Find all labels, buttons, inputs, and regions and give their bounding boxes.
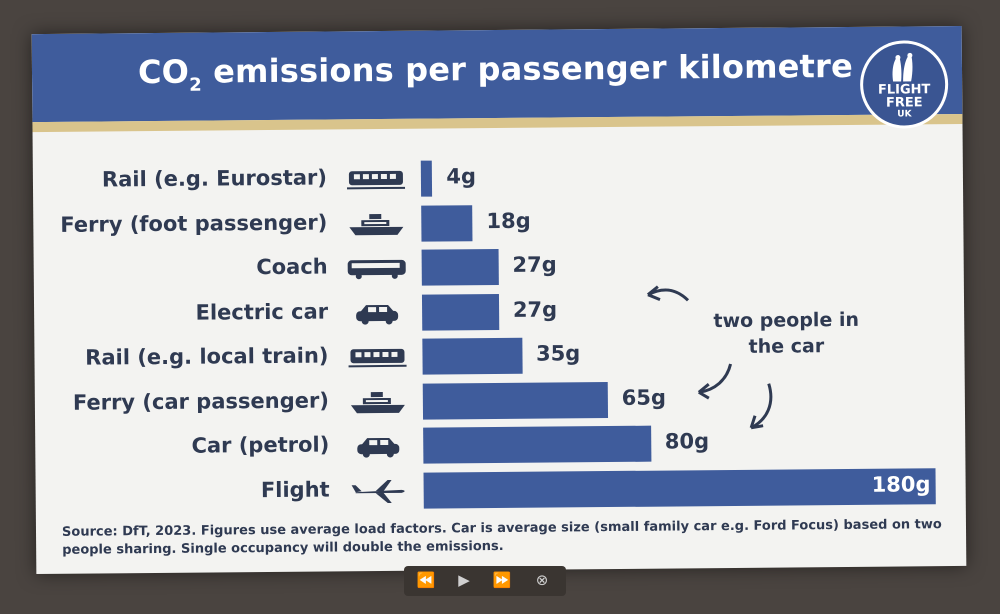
bar-value-label: 4g	[446, 164, 477, 189]
bar	[423, 467, 936, 509]
category-label: Car (petrol)	[191, 432, 330, 458]
slide-header: CO2 emissions per passenger kilometre	[31, 25, 963, 123]
category-label: Flight	[260, 476, 330, 502]
bar	[421, 293, 500, 331]
birds-icon	[892, 52, 913, 82]
ship-icon	[350, 391, 405, 413]
source-footnote: Source: DfT, 2023. Figures use average l…	[61, 517, 942, 558]
title-subscript: 2	[189, 74, 203, 96]
category-label: Rail (e.g. Eurostar)	[101, 165, 328, 192]
annotation-two-people: two people in the car	[713, 308, 860, 358]
plane-icon	[351, 479, 405, 503]
previous-slide-icon[interactable]: ⏪	[416, 571, 436, 589]
title-co: CO	[137, 52, 190, 92]
car-icon	[356, 304, 399, 325]
bar	[422, 337, 523, 375]
bar	[422, 381, 608, 420]
arrow-to-electric-car	[647, 288, 690, 302]
bar-value-label: 27g	[512, 296, 558, 322]
close-icon[interactable]: ⊗	[535, 571, 549, 589]
play-icon[interactable]: ▶	[458, 571, 470, 589]
bar	[421, 204, 473, 242]
bar	[420, 160, 433, 197]
car-icon	[357, 437, 400, 458]
presentation-controls: ⏪ ▶ ⏩ ⊗	[404, 566, 566, 596]
slide-title: CO2 emissions per passenger kilometre	[137, 46, 854, 96]
title-rest: emissions per passenger kilometre	[201, 46, 854, 91]
next-slide-icon[interactable]: ⏩	[492, 571, 512, 589]
slide: CO2 emissions per passenger kilometre FL…	[31, 25, 967, 575]
arrow-to-car	[750, 383, 773, 430]
logo-text-free: FREE	[885, 95, 923, 111]
category-label: Coach	[256, 254, 328, 280]
logo-text-uk: UK	[897, 109, 912, 120]
arrow-to-ferry	[698, 363, 733, 394]
bar-value-label: 27g	[512, 252, 557, 277]
bar-value-label: 35g	[535, 341, 581, 366]
emissions-chart: Rail (e.g. Eurostar) 4g Ferry (foot passen…	[32, 26, 962, 509]
category-label: Electric car	[195, 298, 329, 325]
bar	[421, 249, 499, 286]
ship-icon	[349, 213, 404, 235]
flight-free-logo: FLIGHT FREE UK	[859, 40, 949, 129]
train-icon	[347, 170, 406, 190]
bar-value-label: 65g	[621, 385, 667, 410]
category-label: Rail (e.g. local train)	[85, 343, 329, 370]
train-icon	[348, 348, 407, 368]
bar-value-label: 80g	[664, 429, 710, 454]
category-label: Ferry (foot passenger)	[60, 209, 328, 237]
bar-value-label: 180g	[871, 471, 931, 497]
bus-icon	[347, 259, 406, 280]
category-label: Ferry (car passenger)	[72, 387, 329, 415]
bar	[423, 425, 651, 464]
bar-value-label: 18g	[486, 208, 531, 233]
